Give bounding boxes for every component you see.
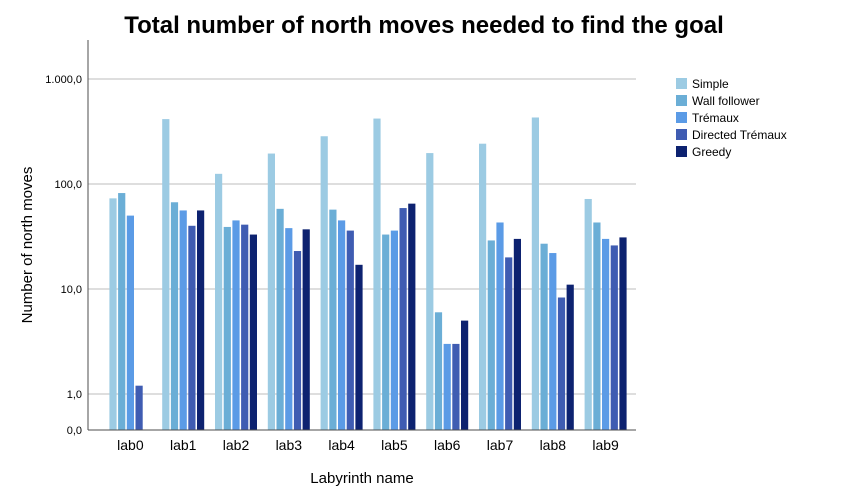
bar-lab5-3	[399, 208, 407, 430]
y-tick-label: 1,0	[67, 389, 82, 401]
bar-layer	[109, 117, 627, 431]
bar-lab4-1	[329, 209, 337, 430]
y-axis-title: Number of north moves	[19, 167, 36, 324]
axis-layer: 0,0 1,0 10,0 100,0 1.000,0 lab0 lab1 lab2 lab3 la…	[45, 40, 636, 453]
bar-lab9-0	[584, 198, 592, 430]
bar-lab3-3	[293, 251, 302, 430]
bar-lab0-2	[126, 215, 134, 430]
bar-lab1-2	[179, 210, 187, 430]
bar-lab2-2	[232, 220, 240, 430]
legend-label: Directed Trémaux	[692, 128, 787, 142]
x-tick-label: lab0	[117, 437, 144, 453]
bar-lab5-1	[382, 234, 390, 430]
bar-lab2-3	[241, 224, 249, 430]
legend: Simple Wall follower Trémaux Directed Tréma…	[676, 77, 787, 159]
bar-lab0-3	[135, 385, 143, 430]
bar-lab6-4	[461, 320, 469, 430]
bar-lab3-1	[276, 208, 284, 430]
x-tick-label: lab3	[276, 437, 303, 453]
bar-lab9-2	[602, 238, 610, 430]
y-tick-label: 100,0	[54, 179, 82, 191]
bar-lab5-0	[373, 118, 381, 430]
x-tick-label: lab7	[487, 437, 514, 453]
bar-lab3-2	[285, 228, 293, 430]
x-tick-label: lab5	[381, 437, 408, 453]
bar-lab8-0	[531, 117, 539, 430]
chart-title: Total number of north moves needed to fi…	[124, 12, 724, 39]
x-tick-label: lab8	[540, 437, 567, 453]
bar-lab8-1	[540, 243, 548, 430]
bar-lab9-1	[593, 222, 601, 430]
bar-lab0-0	[109, 198, 117, 430]
x-tick-label: lab6	[434, 437, 461, 453]
bar-lab4-2	[338, 220, 346, 430]
bar-lab5-2	[390, 230, 398, 430]
x-tick-label: lab4	[328, 437, 355, 453]
x-tick-label: lab9	[592, 437, 619, 453]
bar-lab7-3	[505, 257, 513, 430]
bar-lab4-0	[320, 136, 328, 431]
bar-lab1-1	[170, 202, 179, 430]
legend-swatch	[676, 112, 687, 123]
bar-lab7-0	[479, 143, 487, 430]
bar-lab3-0	[267, 153, 275, 430]
bar-lab6-3	[452, 343, 460, 430]
legend-swatch	[676, 95, 687, 106]
bar-lab8-3	[557, 297, 566, 430]
bar-lab6-1	[434, 312, 443, 430]
x-tick-label: lab1	[170, 437, 197, 453]
bar-lab7-4	[513, 238, 521, 430]
bar-lab2-1	[223, 226, 231, 430]
legend-label: Greedy	[692, 145, 731, 159]
bar-lab4-4	[355, 264, 363, 430]
x-axis-title: Labyrinth name	[310, 470, 413, 487]
y-tick-label: 0,0	[67, 425, 82, 437]
legend-swatch	[676, 78, 687, 89]
y-tick-label: 10,0	[61, 284, 82, 296]
bar-lab5-4	[408, 203, 416, 430]
bar-lab7-1	[487, 240, 495, 430]
bar-lab1-0	[162, 119, 170, 430]
bar-lab2-0	[215, 173, 223, 430]
legend-swatch	[676, 146, 687, 157]
bar-lab8-4	[566, 284, 574, 430]
bar-lab9-4	[619, 237, 627, 430]
bar-lab6-0	[426, 153, 434, 430]
legend-label: Trémaux	[692, 111, 739, 125]
y-tick-label: 1.000,0	[45, 74, 82, 86]
legend-label: Simple	[692, 77, 729, 91]
x-tick-label: lab2	[223, 437, 250, 453]
bar-lab4-3	[346, 230, 354, 430]
bar-lab9-3	[610, 245, 618, 430]
bar-lab2-4	[249, 234, 257, 430]
legend-label: Wall follower	[692, 94, 760, 108]
bar-lab3-4	[302, 229, 310, 430]
bar-lab0-1	[118, 193, 126, 430]
bar-lab8-2	[549, 253, 557, 430]
bar-lab7-2	[496, 222, 504, 430]
legend-swatch	[676, 129, 687, 140]
bar-lab6-2	[443, 343, 451, 430]
bar-lab1-3	[188, 225, 196, 430]
bar-lab1-4	[197, 210, 205, 430]
